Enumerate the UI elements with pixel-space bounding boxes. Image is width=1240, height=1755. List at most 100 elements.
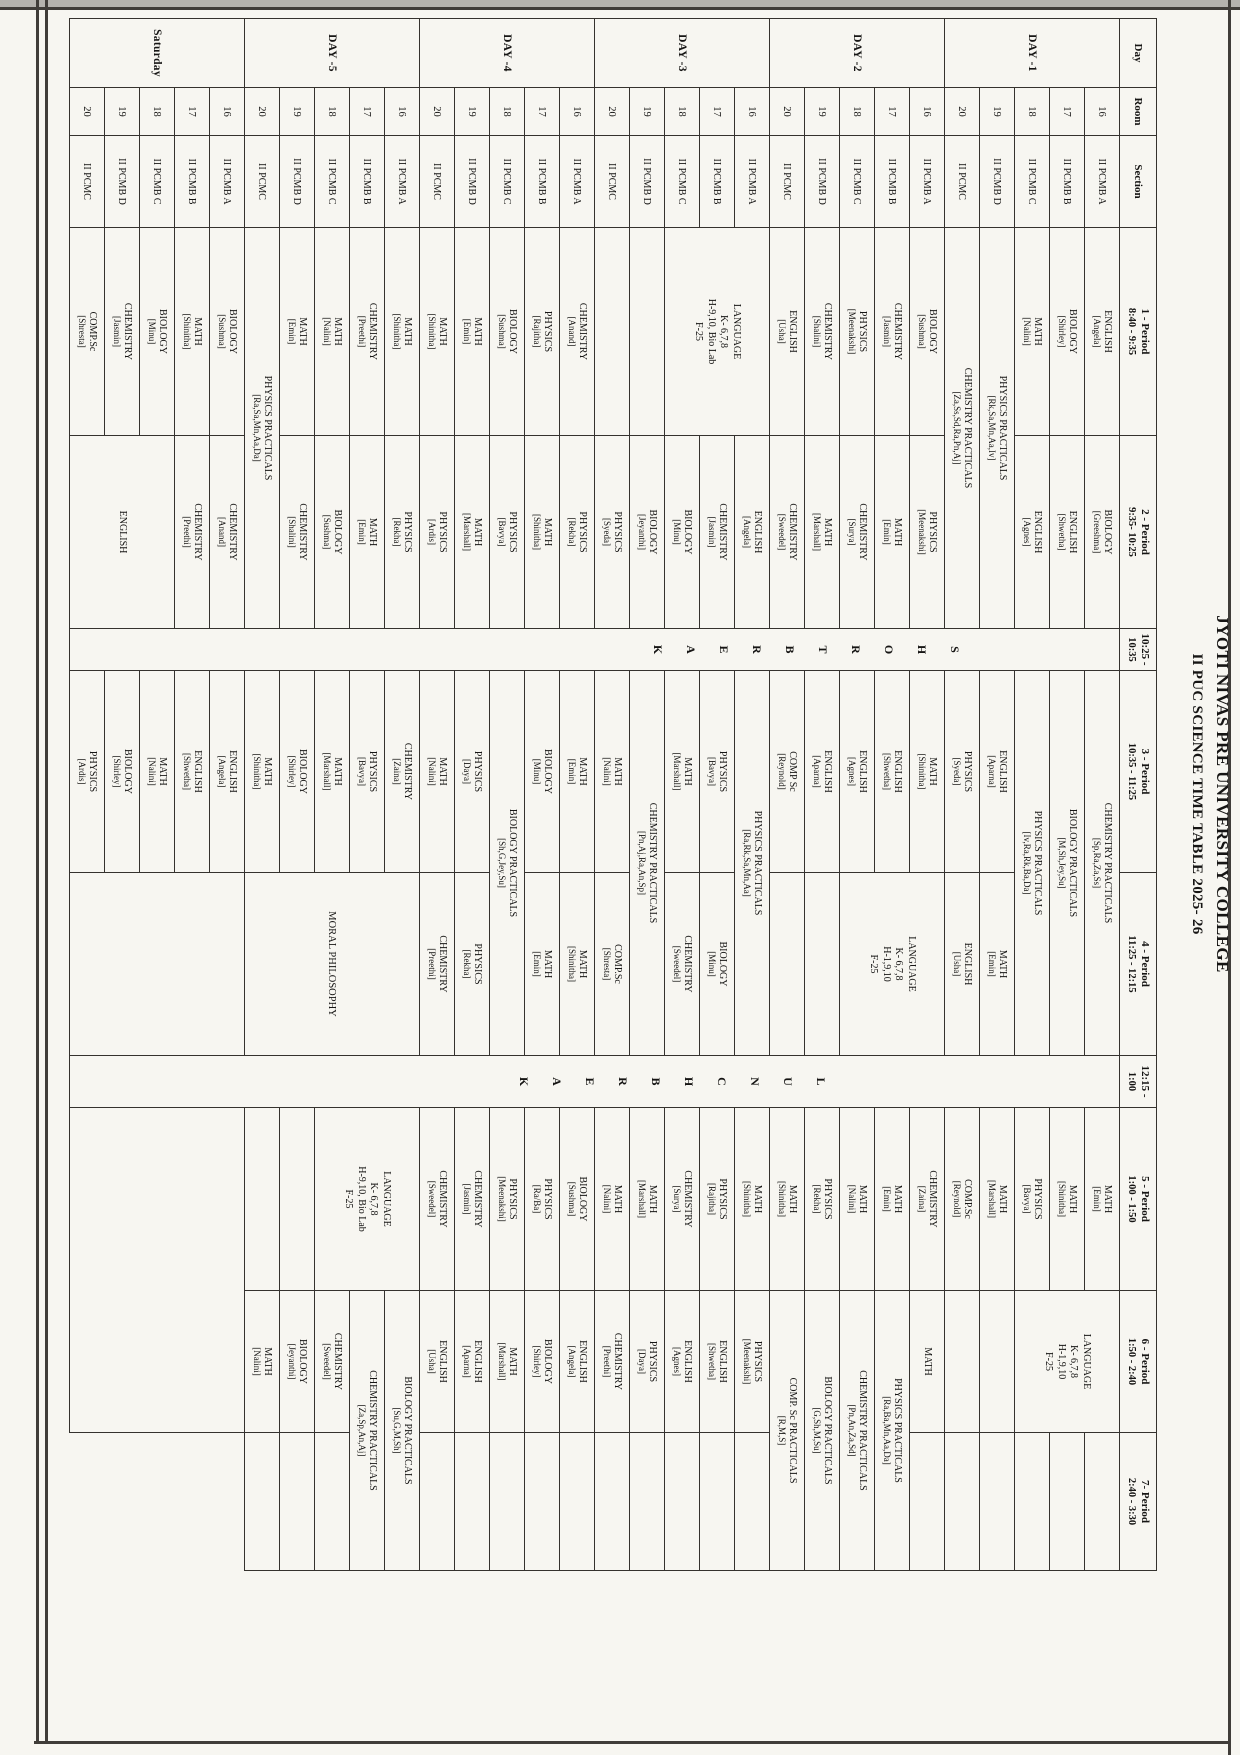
room-number: 20 [69, 87, 105, 136]
timetable-cell: PHYSICS [Meenakshi] [734, 1290, 770, 1433]
empty-cell [279, 1432, 315, 1571]
empty-cell [559, 1432, 595, 1571]
timetable-cell: MATH [Emin] [349, 435, 385, 629]
timetable-cell: ENGLISH [Usha] [769, 227, 805, 436]
column-header: 5 - Period 1:00 - 1:50 [1119, 1107, 1157, 1291]
timetable-cell: PHYSICS PRACTICALS [Ra,Sa,Mn,Aa,Da] [244, 227, 280, 629]
room-number: 16 [734, 87, 770, 136]
section-label: II PCMB C [1014, 135, 1050, 228]
room-number: 20 [594, 87, 630, 136]
timetable-cell: BIOLOGY [Greeshma] [1084, 435, 1120, 629]
timetable-cell: MATH [Marshall] [979, 1107, 1015, 1291]
empty-cell [454, 1432, 490, 1571]
table-row: 20 II PCMC MATH [Shinitha] PHYSICS [Ardis] MAT… [419, 19, 455, 1571]
timetable-cell: BIOLOGY [Jeyanthi] [279, 1290, 315, 1433]
empty-cell [944, 1290, 980, 1433]
table-row: DAY -4 16 II PCMB A CHEMISTRY [Anand] PHYSICS… [419, 18, 595, 1571]
table-row: DAY -1 16 II PCMB A ENGLISH [Angela] BIOLOGY[… [69, 18, 1120, 1571]
timetable-cell: MATH [Nalini] [594, 1107, 630, 1291]
room-number: 17 [524, 87, 560, 136]
timetable-cell: ENGLISH [Usha] [944, 872, 980, 1056]
room-number: 18 [489, 87, 525, 136]
timetable-cell: CHEMISTRY [Preethi] [349, 227, 385, 436]
room-number: 17 [174, 87, 210, 136]
language-cell: LANGUAGE K- 6,7,8 H-1,9,10 F-25 [1014, 1290, 1120, 1433]
room-number: 16 [909, 87, 945, 136]
timetable-cell: CHEMISTRY PRACTICALS [Za,Sp,An,Aj] [349, 1290, 385, 1571]
timetable-cell: MATH [Shinitha] [909, 670, 945, 873]
timetable-cell: ENGLISH [69, 435, 175, 629]
section-label: II PCMB C [314, 135, 350, 228]
empty-cell [979, 1290, 1015, 1433]
document-title-block: JYOTI NIVAS PRE UNIVERSITY COLLEGE II PU… [1188, 18, 1232, 1570]
section-label: II PCMB A [909, 135, 945, 228]
timetable-cell: MATH [Marshall] [489, 1290, 525, 1433]
column-header: 7- Period 2:40 - 3:30 [1119, 1432, 1157, 1571]
timetable-cell: MATH [Emin] [1084, 1107, 1120, 1291]
timetable-cell: BIOLOGY [Sushma] [909, 227, 945, 436]
empty-cell [1084, 1432, 1120, 1571]
timetable-cell: COMP Sc [Reynold] [769, 670, 805, 873]
timetable-cell: ENGLISH [Shwetha] [174, 670, 210, 873]
empty-cell [244, 1432, 280, 1571]
column-header: 2 - Period 9:35- 10:25 [1119, 435, 1157, 629]
timetable-cell: MATH [Nalini] [1014, 227, 1050, 436]
timetable-cell: PHYSICS PRACTICALS [Rk,Sa,Mn,Aa,Iv] [979, 227, 1015, 629]
table-row: 20 II PCMC ENGLISH [Usha] CHEMISTRY [Sweedel]… [769, 19, 805, 1571]
timetable-cell: ENGLISH [Angela] [734, 435, 770, 629]
timetable-cell: CHEMISTRY [Preethi] [174, 435, 210, 629]
timetable-cell: PHYSICS [Meenakshi] [489, 1107, 525, 1291]
timetable-cell: CHEMISTRY [Sweedel] [769, 435, 805, 629]
column-header: Room [1119, 87, 1157, 136]
timetable-cell: CHEMISTRY [Zaina] [909, 1107, 945, 1291]
timetable-cell: PHYSICS [Daya] [629, 1290, 665, 1433]
empty-cell [699, 1432, 735, 1571]
timetable-cell: PHYSICS [Daya] [454, 670, 490, 873]
table-row: 20 II PCMC PHYSICS PRACTICALS [Ra,Sa,Mn,Aa,… [244, 19, 280, 1571]
table-row: 19 II PCMB D CHEMISTRY [Shalini] MATH [Marsha… [804, 19, 840, 1571]
empty-cell [279, 1107, 315, 1291]
table-row: 17 II PCMB B PHYSICS [Rajitha] MATH [Shinitha… [524, 19, 560, 1571]
timetable-cell: BIOLOGY PRACTICALS [G,Sh,M,Su] [804, 1290, 840, 1571]
timetable-cell: PHYSICS [Rajitha] [699, 1107, 735, 1291]
room-number: 17 [1049, 87, 1085, 136]
language-cell: LANGUAGE K- 6,7,8 H-1,9,10 F-25 [839, 872, 945, 1056]
timetable-cell: CHEMISTRY [Jasmin] [699, 435, 735, 629]
timetable-cell: CHEMISTRY [Shalini] [804, 227, 840, 436]
timetable-cell: PHYSICS [Rekha] [384, 435, 420, 629]
timetable-cell: BIOLOGY [Minu] [139, 227, 175, 436]
timetable-cell: BIOLOGY [Shirley] [104, 670, 140, 873]
room-number: 18 [139, 87, 175, 136]
timetable-cell: CHEMISTRY [Surya] [839, 435, 875, 629]
table-row: 18 II PCMB C MATH [Nalini] BIOLOGY [Sushma] MA… [314, 19, 350, 1571]
room-number: 17 [874, 87, 910, 136]
timetable-cell: MATH [Nalini] [139, 670, 175, 873]
table-row: 20 II PCMC PHYSICS [Syeda] MATH [Nalini] COMP.… [594, 19, 630, 1571]
timetable-cell: CHEMISTRY [Preethi] [419, 872, 455, 1056]
timetable-cell: CHEMISTRY [Anand] [209, 435, 245, 629]
timetable-cell: BIOLOGY [Jeyanthi] [629, 435, 665, 629]
timetable-cell: PHYSICS [Bavya] [489, 435, 525, 629]
day-label: DAY -3 [594, 18, 770, 88]
timetable-cell: BIOLOGY [Shirley] [524, 1290, 560, 1433]
section-label: II PCMB C [489, 135, 525, 228]
table-row: 19 II PCMB D PHYSICS PRACTICALS [Rk,Sa,Mn,A… [979, 19, 1015, 1571]
table-row: 18 II PCMB C PHYSICS [Meenakshi] CHEMISTRY [S… [839, 19, 875, 1571]
table-row: 20 II PCMC CHEMISTRY PRACTICALS [Za,Ss,Sd,R… [944, 19, 980, 1571]
section-label: II PCMB A [1084, 135, 1120, 228]
timetable-cell: PHYSICS [Rekha] [559, 435, 595, 629]
timetable-cell: COMP. Sc PRACTICALS [R,M,S] [769, 1290, 805, 1571]
timetable-cell: MATH [Shinitha] [174, 227, 210, 436]
page-edge-line-right [34, 1741, 1231, 1744]
empty-cell [314, 1432, 350, 1571]
timetable-cell: MATH [Nalini] [594, 670, 630, 873]
timetable-cell: PHYSICS PRACTICALS [Ra,Ba,Mn,Aa,Da] [874, 1290, 910, 1571]
room-number: 19 [804, 87, 840, 136]
timetable-cell: MATH [Nalini] [314, 227, 350, 436]
room-number: 20 [419, 87, 455, 136]
section-label: II PCMB B [524, 135, 560, 228]
timetable-cell: PHYSICS [Ardis] [419, 435, 455, 629]
timetable-cell: PHYSICS [Bavya] [349, 670, 385, 873]
room-number: 20 [769, 87, 805, 136]
